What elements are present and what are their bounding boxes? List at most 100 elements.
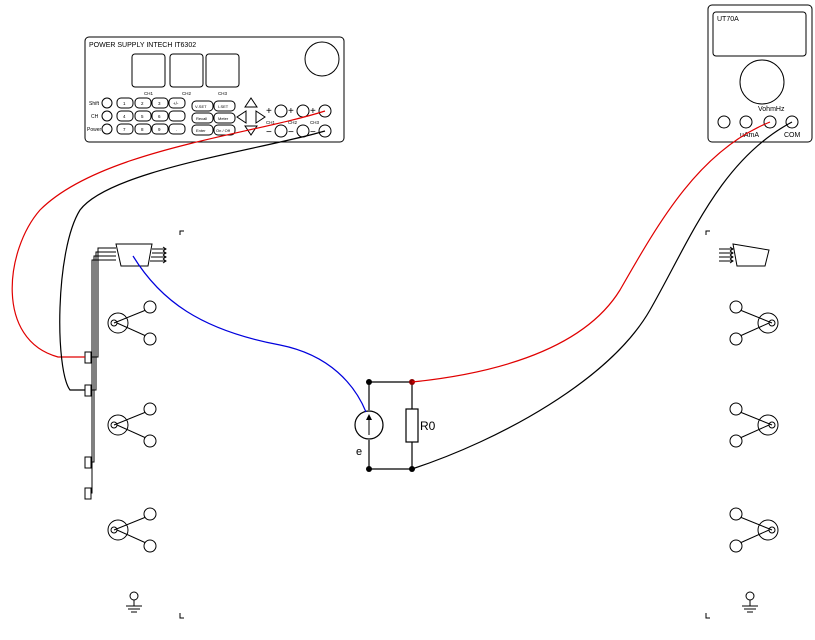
minus-sign-ch3: −: [310, 127, 316, 138]
key-label-1: 1: [123, 101, 126, 106]
label-ch: CH: [91, 114, 99, 120]
key-plusminus[interactable]: [168, 97, 186, 109]
board-corners: [179, 230, 710, 619]
switch-right-2[interactable]: [729, 402, 779, 448]
wire-red-multimeter-to-node[interactable]: [411, 121, 771, 383]
power-supply-knob[interactable]: [304, 41, 340, 77]
wire-black-multimeter-to-node[interactable]: [411, 121, 793, 470]
ground-right-icon: [742, 591, 758, 613]
multimeter-title: UT70A: [717, 16, 739, 23]
key-label-4: 4: [123, 114, 126, 119]
jack-1[interactable]: [717, 115, 731, 129]
arrow-right-icon[interactable]: [255, 110, 266, 124]
left-plug-3[interactable]: [84, 456, 92, 469]
terminal-label-ch1: CH1: [266, 120, 275, 125]
label-vohmhz: VohmHz: [758, 106, 785, 113]
label-com: COM: [784, 132, 801, 139]
key-7[interactable]: [116, 123, 134, 135]
power-supply-title: POWER SUPPLY INTECH IT6302: [89, 42, 196, 49]
source-label: e: [356, 446, 362, 458]
vset-label: V-SET: [195, 104, 207, 109]
node-top-left: [366, 379, 372, 385]
key-1[interactable]: [116, 97, 134, 109]
voltage-source[interactable]: [354, 410, 384, 440]
jack-uama[interactable]: [739, 115, 753, 129]
key-label-8: 8: [141, 127, 144, 132]
key-dot[interactable]: [168, 123, 186, 135]
onoff-label: On / Off: [216, 128, 231, 133]
key-3[interactable]: [151, 97, 169, 109]
arrow-left-icon[interactable]: [236, 110, 247, 124]
left-plug-1[interactable]: [84, 351, 92, 364]
key-5[interactable]: [134, 110, 152, 122]
left-plug-4[interactable]: [84, 487, 92, 500]
power-supply[interactable]: POWER SUPPLY INTECH IT6302 CH1 CH2 CH3 S…: [84, 36, 345, 143]
recall-label: Recall: [196, 116, 207, 121]
wire-black-power-to-plug[interactable]: [59, 130, 326, 391]
key-label-5: 5: [141, 114, 144, 119]
resistor-r0[interactable]: [405, 408, 419, 443]
terminal-label-ch3: CH3: [310, 120, 319, 125]
enter-key[interactable]: [191, 124, 214, 136]
display-label-ch1: CH1: [144, 91, 153, 96]
label-shift: Shift: [89, 101, 100, 107]
key-label-7: 7: [123, 127, 126, 132]
key-8[interactable]: [134, 123, 152, 135]
iset-label: I-SET: [218, 104, 229, 109]
display-ch2: [169, 53, 204, 88]
key-9[interactable]: [151, 123, 169, 135]
terminal-label-ch2: CH2: [288, 120, 297, 125]
left-plug-2[interactable]: [84, 384, 92, 397]
terminal-ch1-plus[interactable]: [274, 104, 288, 118]
key-label-2: 2: [141, 101, 144, 106]
plus-sign-ch3: +: [310, 106, 316, 117]
ch-button[interactable]: [101, 110, 113, 122]
multimeter[interactable]: UT70A VohmHz uAmA COM: [707, 4, 813, 143]
vset-key[interactable]: [191, 100, 214, 112]
source-arrow-icon: [366, 414, 372, 420]
arrow-up-icon[interactable]: [244, 97, 258, 108]
switch-left-2[interactable]: [107, 402, 157, 448]
key-label-6: 6: [158, 114, 161, 119]
display-ch3: [205, 53, 240, 88]
meter-label: Meter: [218, 116, 229, 121]
switch-right-3[interactable]: [729, 507, 779, 553]
multimeter-display: [712, 11, 807, 57]
key-4[interactable]: [116, 110, 134, 122]
multimeter-dial[interactable]: [739, 59, 785, 105]
meter-key[interactable]: [213, 112, 236, 124]
enter-label: Enter: [196, 128, 206, 133]
resistor-label: R0: [420, 419, 436, 433]
function-keys: V-SET I-SET Recall Meter Enter On / Off: [191, 100, 236, 136]
label-power: Power: [87, 127, 102, 133]
wire-red-power-to-plug[interactable]: [11, 110, 326, 358]
recall-key[interactable]: [191, 112, 214, 124]
terminal-ch2-plus[interactable]: [296, 104, 310, 118]
iset-key[interactable]: [213, 100, 236, 112]
circuit: e R0: [354, 379, 436, 472]
right-switches: [729, 300, 779, 553]
switch-left-1[interactable]: [107, 300, 157, 346]
left-switches: [107, 300, 157, 553]
display-label-ch3: CH3: [218, 91, 227, 96]
label-uama: uAmA: [740, 132, 759, 139]
wire-blue-connector-to-source[interactable]: [132, 255, 367, 413]
key-label-3: 3: [158, 101, 161, 106]
left-connector[interactable]: [84, 243, 167, 500]
key-label-dot: .: [176, 127, 177, 132]
plus-sign-ch1: +: [266, 106, 272, 117]
minus-sign-ch1: −: [266, 127, 272, 138]
terminal-ch1-minus[interactable]: [274, 124, 288, 138]
switch-right-1[interactable]: [729, 300, 779, 346]
key-label-9: 9: [158, 127, 161, 132]
key-6[interactable]: [151, 110, 169, 122]
ground-left-icon: [126, 591, 142, 613]
keypad: 1 2 3 +/- 4 5 6 7 8 9 .: [116, 97, 186, 135]
right-connector[interactable]: [719, 243, 770, 267]
switch-left-3[interactable]: [107, 507, 157, 553]
key-blank[interactable]: [168, 110, 186, 122]
shift-button[interactable]: [101, 97, 113, 109]
key-2[interactable]: [134, 97, 152, 109]
power-button[interactable]: [101, 123, 113, 135]
